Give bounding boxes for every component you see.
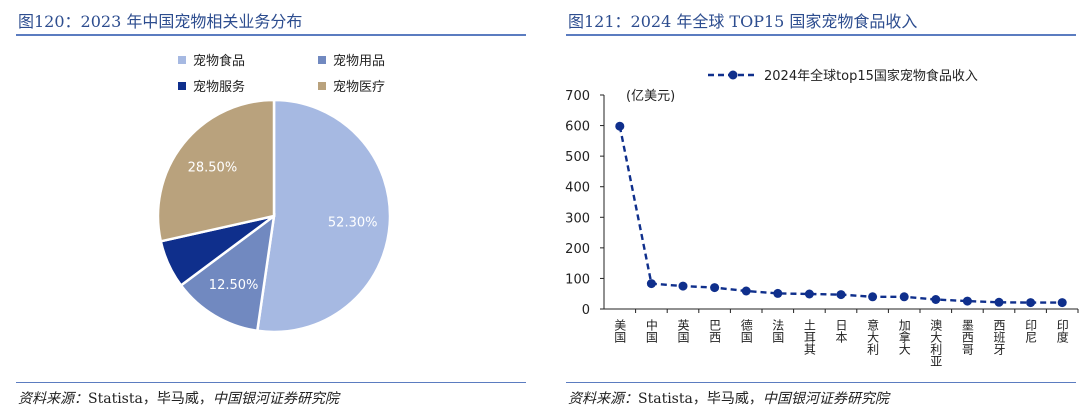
- legend-swatch: [318, 81, 326, 90]
- legend-swatch: [178, 81, 186, 90]
- legend-label: 宠物食品: [193, 54, 246, 69]
- x-tick-label: 中国: [644, 318, 658, 343]
- legend-marker: [728, 70, 738, 80]
- data-point: [899, 292, 909, 302]
- pie-slice: [255, 98, 392, 334]
- data-point: [804, 289, 814, 299]
- data-point: [868, 292, 878, 302]
- y-tick-label: 500: [565, 150, 590, 165]
- data-point: [962, 296, 972, 306]
- legend-label: 宠物医疗: [333, 80, 386, 95]
- source-note: 资料来源：Statista，毕马威，中国银河证券研究院: [568, 388, 889, 408]
- x-tick-label: 英国: [676, 319, 690, 343]
- x-tick-label: 日本: [834, 319, 848, 344]
- pie-chart: 52.30% 12.50% 28.50%: [156, 98, 392, 334]
- legend-swatch: [178, 55, 186, 64]
- pie-chart-panel: 图120：2023 年中国宠物相关业务分布 宠物食品 宠物用品 宠物服务 宠物医…: [0, 0, 530, 419]
- pie-slice: [179, 213, 276, 333]
- data-point: [741, 286, 751, 296]
- source-rule: [16, 382, 526, 383]
- legend-item: 宠物食品: [178, 50, 245, 69]
- legend-label: 宠物用品: [333, 54, 386, 69]
- pie-slice: [156, 98, 276, 243]
- data-point: [1026, 298, 1036, 308]
- source-institute: 中国银河证券研究院: [762, 391, 889, 407]
- y-tick-label: 600: [565, 120, 590, 135]
- line-legend: 2024年全球top15国家宠物食品收入: [708, 68, 978, 84]
- x-tick-label: 印度: [1055, 319, 1069, 343]
- title-rule: [16, 34, 526, 36]
- pie-slice-label: 52.30%: [328, 216, 378, 231]
- data-point: [678, 281, 688, 291]
- data-point: [1057, 298, 1067, 308]
- y-tick-label: 700: [565, 89, 590, 104]
- x-tick-label: 巴西: [708, 319, 722, 343]
- y-tick-label: 200: [565, 242, 590, 257]
- legend-item: 宠物医疗: [318, 76, 385, 95]
- line-chart-panel: 图121：2024 年全球 TOP15 国家宠物食品收入 0 100 200 300 4…: [550, 0, 1080, 419]
- source-institute: 中国银河证券研究院: [212, 391, 339, 407]
- source-text: Statista，毕马威，: [88, 391, 213, 407]
- x-tick-label: 墨西哥: [960, 319, 974, 355]
- x-tick-label: 美国: [613, 319, 627, 343]
- data-point: [931, 295, 941, 304]
- source-prefix: 资料来源：: [18, 391, 88, 407]
- x-tick-label: 印尼: [1024, 319, 1038, 343]
- data-point: [646, 279, 656, 289]
- series-line: [618, 125, 1063, 304]
- y-tick-label: 0: [582, 303, 590, 318]
- title-rule: [566, 34, 1076, 36]
- data-point: [710, 283, 720, 293]
- x-tick-label: 西班牙: [992, 319, 1006, 355]
- legend-item: 宠物用品: [318, 50, 385, 69]
- x-tick-label: 意大利: [866, 318, 880, 355]
- data-point: [994, 297, 1004, 307]
- y-tick-label: 100: [565, 272, 590, 287]
- pie-slice-label: 28.50%: [188, 161, 238, 176]
- source-text: Statista，毕马威，: [638, 391, 763, 407]
- y-tick-label: 300: [565, 211, 590, 226]
- data-point: [615, 121, 625, 131]
- figure-title: 图120：2023 年中国宠物相关业务分布: [18, 12, 303, 31]
- y-tick-label: 400: [565, 181, 590, 196]
- data-point: [836, 290, 846, 300]
- legend-swatch: [318, 55, 326, 64]
- legend-item: 宠物服务: [178, 76, 245, 95]
- source-note: 资料来源：Statista，毕马威，中国银河证券研究院: [18, 388, 339, 408]
- legend-label: 2024年全球top15国家宠物食品收入: [764, 68, 978, 84]
- x-tick-label: 德国: [739, 318, 753, 343]
- x-tick-label: 土耳其: [802, 319, 816, 355]
- pie-slice-label: 12.50%: [209, 278, 259, 293]
- x-tick-label: 法国: [771, 319, 785, 343]
- data-point: [773, 288, 783, 298]
- unit-label: (亿美元): [626, 89, 675, 104]
- x-tick-label: 加拿大: [897, 319, 911, 355]
- x-tick-label: 澳大利亚: [929, 319, 943, 367]
- source-prefix: 资料来源：: [568, 391, 638, 407]
- source-rule: [566, 382, 1076, 383]
- legend-label: 宠物服务: [193, 80, 246, 95]
- line-chart: 0 100 200 300 400 500 600 700 (亿美元) 美国 中国 英国 巴西 德国 法国土…: [565, 68, 1079, 367]
- figure-title: 图121：2024 年全球 TOP15 国家宠物食品收入: [568, 12, 918, 31]
